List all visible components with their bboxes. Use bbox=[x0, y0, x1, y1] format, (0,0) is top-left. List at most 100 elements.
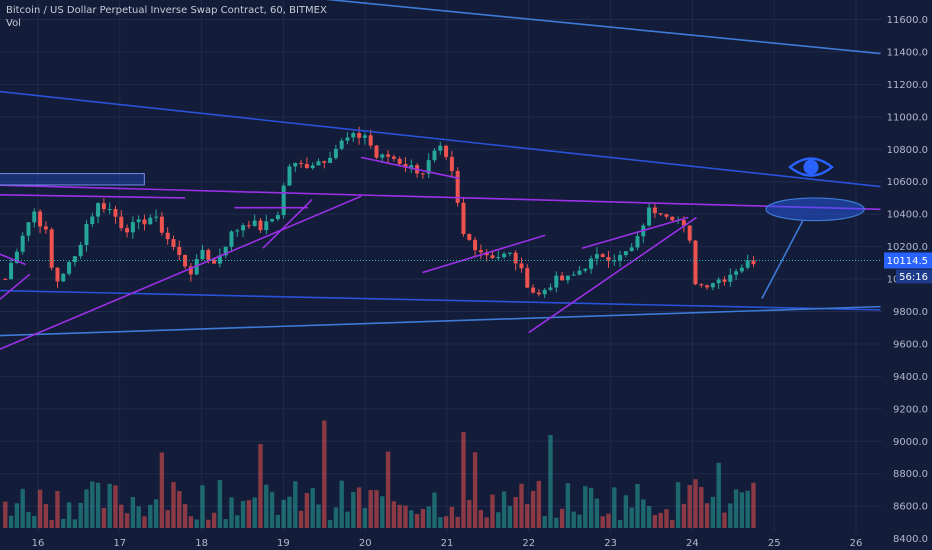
symbol-title[interactable]: Bitcoin / US Dollar Perpetual Inverse Sw… bbox=[6, 5, 327, 16]
candle-body bbox=[531, 287, 536, 293]
highlight-ellipse bbox=[765, 197, 865, 222]
candle-body bbox=[20, 235, 25, 252]
volume-bar bbox=[107, 483, 112, 528]
volume-bar bbox=[194, 519, 199, 528]
price-tick-label: 9800.0 bbox=[893, 307, 928, 318]
candle-body bbox=[745, 260, 750, 268]
volume-bar bbox=[304, 493, 310, 528]
candle-body bbox=[229, 231, 234, 247]
candle-body bbox=[119, 216, 124, 229]
price-tick-label: 9600.0 bbox=[893, 339, 928, 350]
candle-body bbox=[322, 161, 327, 163]
volume-bar bbox=[223, 519, 228, 528]
volume-bar bbox=[49, 519, 54, 528]
candle-body bbox=[136, 219, 141, 223]
candle-body bbox=[357, 133, 362, 138]
volume-bar bbox=[530, 490, 536, 528]
eye-icon bbox=[788, 157, 834, 177]
candle-body bbox=[142, 219, 147, 225]
candle-body bbox=[589, 258, 594, 269]
volume-bar bbox=[420, 508, 426, 528]
volume-bar bbox=[182, 504, 188, 528]
candle-body bbox=[699, 284, 704, 286]
trendline bbox=[0, 90, 881, 188]
candle-body bbox=[345, 137, 350, 141]
volume-bar bbox=[658, 512, 663, 528]
volume-bar bbox=[206, 519, 211, 528]
volume-bar bbox=[177, 491, 182, 528]
candle-body bbox=[710, 283, 715, 288]
candle-body bbox=[55, 267, 60, 282]
last-price-label: 10114.5 bbox=[887, 256, 928, 267]
candle-body bbox=[316, 161, 321, 166]
price-tick-label: 10200.0 bbox=[887, 242, 928, 253]
volume-bar bbox=[751, 482, 756, 528]
candle-body bbox=[478, 250, 483, 253]
candle-body bbox=[252, 220, 257, 226]
grid-lines bbox=[0, 0, 882, 540]
volume-bar bbox=[606, 513, 611, 528]
candle-body bbox=[623, 251, 628, 256]
candle-body bbox=[554, 275, 559, 288]
volume-bar bbox=[159, 452, 165, 528]
candle-body bbox=[333, 148, 338, 158]
volume-bar bbox=[571, 511, 576, 528]
candle-body bbox=[362, 135, 367, 138]
volume-bar bbox=[501, 491, 507, 528]
candle-body bbox=[618, 255, 623, 261]
candle-body bbox=[409, 165, 414, 168]
volume-bar bbox=[409, 510, 414, 528]
time-axis-bg bbox=[0, 534, 882, 550]
candle-body bbox=[96, 203, 101, 217]
price-tick-label: 10400.0 bbox=[887, 210, 928, 221]
candle-body bbox=[681, 220, 686, 226]
candle-body bbox=[148, 217, 153, 225]
candle-body bbox=[275, 215, 280, 220]
volume-label[interactable]: Vol bbox=[6, 18, 21, 29]
candle-body bbox=[507, 252, 512, 254]
volume-bar bbox=[443, 516, 449, 528]
volume-bar bbox=[397, 504, 402, 528]
volume-bar bbox=[583, 486, 588, 528]
volume-bar bbox=[525, 504, 530, 528]
volume-bar bbox=[519, 483, 524, 528]
candle-body bbox=[705, 285, 710, 288]
time-axis[interactable]: 16 17 18 19 20 21 22 23 24 25 26 bbox=[0, 534, 882, 550]
volume-bar bbox=[548, 435, 553, 528]
candle-body bbox=[444, 145, 449, 157]
volume-bar bbox=[623, 495, 629, 528]
volume-bar bbox=[153, 499, 159, 528]
volume-bar bbox=[269, 491, 275, 528]
volume-bar bbox=[171, 482, 176, 528]
trendline bbox=[761, 220, 804, 299]
volume-bar bbox=[641, 499, 646, 528]
volume-bar bbox=[733, 489, 739, 528]
candle-body bbox=[519, 263, 524, 269]
volume-bar bbox=[101, 507, 107, 528]
candle-body bbox=[125, 228, 130, 233]
volume-bar bbox=[14, 503, 20, 528]
candle-body bbox=[212, 259, 217, 264]
trendline bbox=[262, 198, 313, 249]
candle-body bbox=[328, 157, 333, 163]
candle-body bbox=[368, 135, 373, 146]
eye-outline bbox=[788, 157, 834, 177]
trendline bbox=[0, 184, 881, 211]
candle-body bbox=[9, 262, 14, 280]
candle-body bbox=[177, 246, 182, 255]
candle-body bbox=[206, 249, 211, 260]
volume-bars bbox=[3, 420, 756, 528]
volume-bar bbox=[316, 504, 321, 528]
candle-body bbox=[235, 230, 240, 232]
volume-bar bbox=[84, 489, 89, 528]
candle-body bbox=[600, 254, 605, 258]
volume-bar bbox=[217, 480, 223, 528]
eye-pupil bbox=[803, 159, 819, 175]
volume-bar bbox=[3, 501, 8, 528]
volume-bar bbox=[339, 480, 344, 528]
time-tick-label: 18 bbox=[195, 538, 208, 549]
volume-bar bbox=[362, 508, 368, 528]
volume-bar bbox=[617, 519, 623, 528]
